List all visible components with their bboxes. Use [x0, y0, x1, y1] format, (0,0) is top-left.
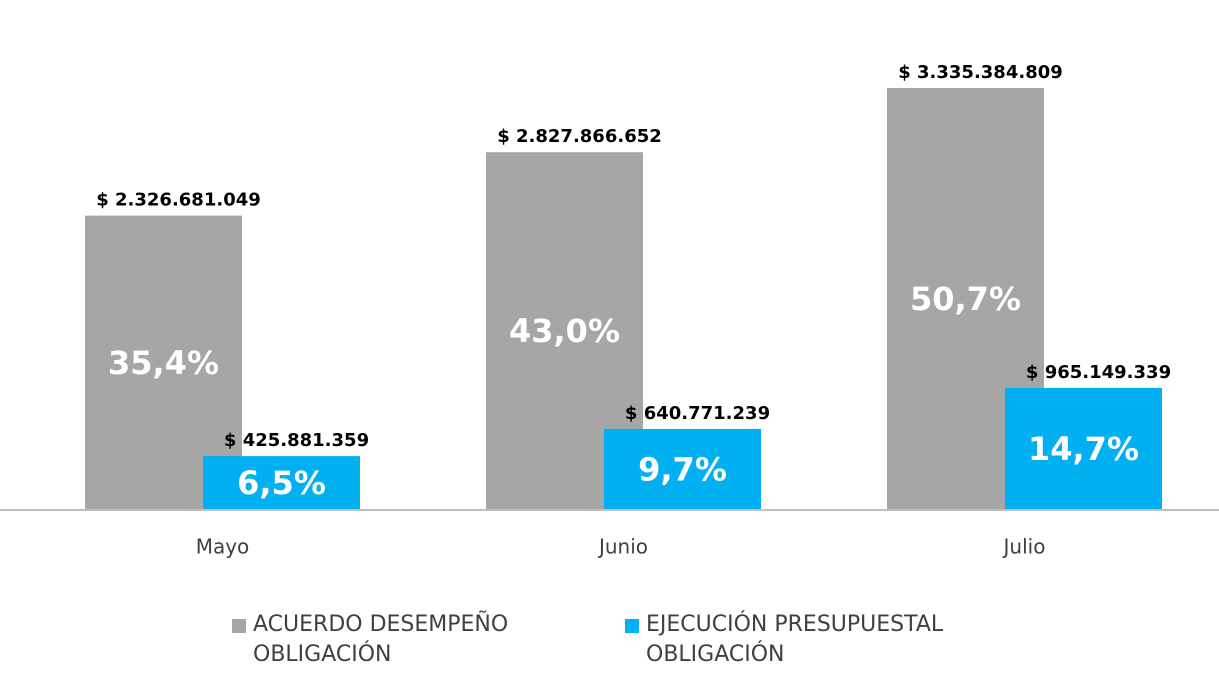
x-tick-label: Julio	[1002, 535, 1046, 559]
value-label: $ 640.771.239	[625, 403, 770, 424]
percentage-label: 9,7%	[638, 450, 727, 488]
legend-label: ACUERDO DESEMPEÑO OBLIGACIÓN	[253, 612, 509, 667]
bar	[604, 428, 761, 510]
percentage-label: 50,7%	[910, 280, 1021, 318]
legend-item: EJECUCIÓN PRESUPUESTAL OBLIGACIÓN	[625, 610, 1025, 670]
value-label: $ 425.881.359	[224, 430, 369, 451]
bar	[203, 456, 360, 510]
value-label: $ 2.827.866.652	[497, 126, 662, 147]
percentage-label: 43,0%	[509, 312, 620, 350]
value-label: $ 2.326.681.049	[96, 190, 261, 211]
value-label: $ 3.335.384.809	[898, 62, 1063, 83]
bar	[1005, 387, 1162, 510]
legend-item: ACUERDO DESEMPEÑO OBLIGACIÓN	[232, 610, 572, 670]
x-tick-label: Junio	[597, 535, 648, 559]
percentage-label: 6,5%	[237, 464, 326, 502]
legend-swatch	[232, 619, 246, 633]
value-label: $ 965.149.339	[1026, 362, 1171, 383]
legend-label: EJECUCIÓN PRESUPUESTAL OBLIGACIÓN	[646, 612, 944, 667]
legend-swatch	[625, 619, 639, 633]
percentage-label: 14,7%	[1028, 430, 1139, 468]
x-tick-label: Mayo	[196, 535, 250, 559]
percentage-label: 35,4%	[108, 344, 219, 382]
